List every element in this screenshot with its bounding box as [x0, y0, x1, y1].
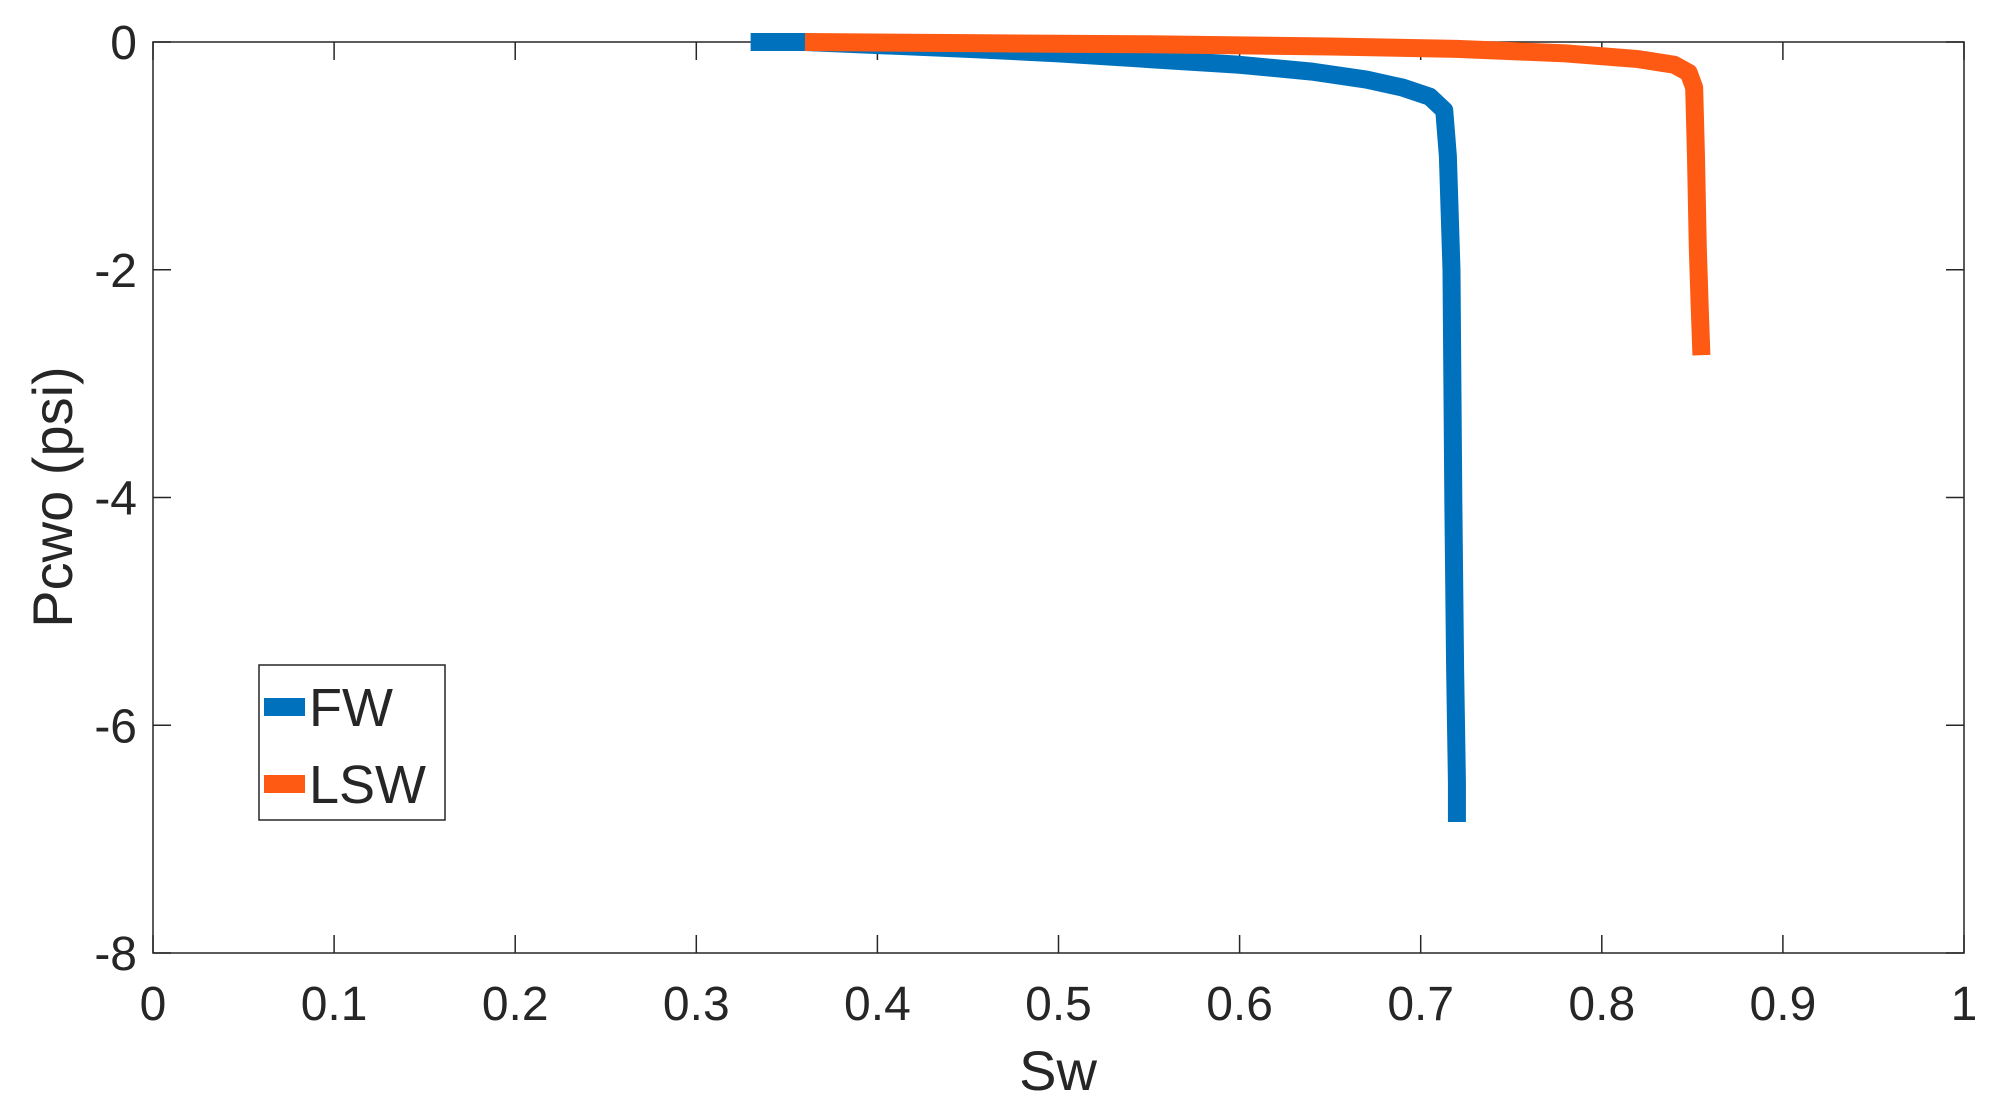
x-tick-label: 0.5: [1025, 978, 1092, 1031]
x-tick-label: 0.1: [301, 978, 368, 1031]
y-tick-label: -6: [94, 700, 137, 753]
x-tick-label: 0: [140, 978, 167, 1031]
data-line: [804, 33, 1711, 356]
x-tick-label: 0.4: [844, 978, 911, 1031]
plot-area: [152, 41, 1965, 954]
x-axis-label: Sw: [1019, 1039, 1097, 1102]
legend-label: FW: [309, 678, 393, 738]
y-tick-label: -2: [94, 245, 137, 298]
y-tick-label: 0: [110, 17, 137, 70]
x-tick-label: 1: [1951, 978, 1978, 1031]
y-tick-label: -4: [94, 473, 137, 526]
x-tick-label: 0.7: [1387, 978, 1454, 1031]
x-tick-label: 0.6: [1206, 978, 1273, 1031]
y-tick-label: -8: [94, 928, 137, 981]
x-tick-label: 0.9: [1750, 978, 1817, 1031]
legend: [258, 664, 446, 821]
data-line: [750, 33, 1466, 823]
x-tick-label: 0.3: [663, 978, 730, 1031]
x-tick-label: 0.2: [482, 978, 549, 1031]
legend-label: LSW: [309, 755, 426, 815]
y-axis-label: Pcwo (psi): [21, 366, 84, 627]
x-tick-label: 0.8: [1568, 978, 1635, 1031]
